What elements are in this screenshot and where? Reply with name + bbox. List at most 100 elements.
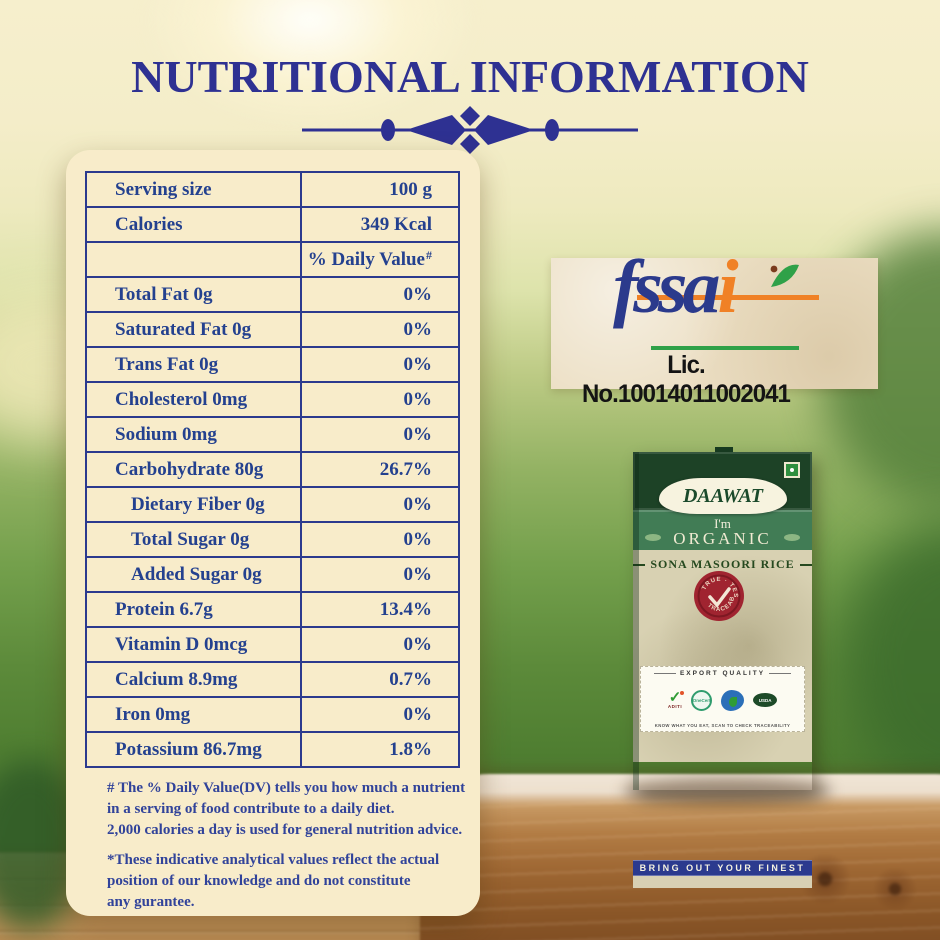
table-row: Vitamin D 0mcg 0%: [87, 626, 458, 661]
rice-package: DAAWAT I'm ORGANIC SONA MASOORI RICE TRU…: [633, 447, 812, 888]
nutrient-label: Added Sugar 0g: [87, 558, 302, 591]
nutrient-label: Potassium 86.7mg: [87, 733, 302, 766]
aditi-check-icon: ✓: [668, 689, 684, 706]
nutrient-label: Iron 0mg: [87, 698, 302, 731]
certification-logos: ✓ ADITI OneCert USDA: [667, 689, 778, 711]
usda-organic-cert-icon: USDA: [753, 693, 778, 707]
fssai-logo: fssai: [613, 232, 739, 342]
nutrient-value: 0%: [403, 528, 433, 550]
table-row: Iron 0mg 0%: [87, 696, 458, 731]
nutrient-label: Serving size: [87, 173, 302, 206]
nutrient-label: Protein 6.7g: [87, 593, 302, 626]
table-row: Trans Fat 0g 0%: [87, 346, 458, 381]
brand-slogan: BRING OUT YOUR FINEST: [639, 863, 806, 873]
table-row: Protein 6.7g 13.4%: [87, 591, 458, 626]
brand-slogan-band: BRING OUT YOUR FINEST: [633, 860, 812, 876]
wooden-serving-board: [420, 774, 940, 940]
package-top-tab: [715, 447, 733, 453]
nutrient-value: 13.4%: [379, 598, 432, 620]
footnote-disclaimer: *These indicative analytical values refl…: [107, 850, 477, 913]
fssai-green-bar: [651, 346, 799, 350]
table-row: Added Sugar 0g 0%: [87, 556, 458, 591]
package-shadow: [622, 778, 832, 804]
traceability-note: KNOW WHAT YOU EAT, SCAN TO CHECK TRACEAB…: [654, 723, 791, 728]
organic-tagline-section: I'm ORGANIC: [633, 510, 812, 550]
ornamental-divider: [302, 106, 638, 154]
grain-icon: [784, 534, 800, 541]
nutrient-label: Total Fat 0g: [87, 278, 302, 311]
package-bottom-strip: [633, 876, 812, 888]
table-row: Serving size 100 g: [87, 173, 458, 206]
tagline-organic: ORGANIC: [673, 529, 772, 548]
fssai-license-box: fssai Lic. No.10014011002041: [551, 245, 878, 408]
fssai-word-i: i: [717, 245, 738, 329]
nutrient-value: 0%: [403, 283, 433, 305]
table-row: Dietary Fiber 0g 0%: [87, 486, 458, 521]
nutrient-label: Calories: [87, 208, 302, 241]
nutrient-value: 0%: [403, 633, 433, 655]
nutrient-value: 0%: [403, 318, 433, 340]
fssai-word-main: fssa: [613, 245, 720, 329]
nutrient-value: 0%: [403, 563, 433, 585]
aditi-cert-icon: ✓ ADITI: [667, 689, 684, 709]
footnote-line: position of our knowledge and do not con…: [107, 873, 411, 889]
nutrient-value: % Daily Value #: [307, 247, 432, 270]
table-row: Calories 349 Kcal: [87, 206, 458, 241]
nutrient-label: [87, 243, 302, 276]
nutrient-value: 0.7%: [389, 668, 432, 690]
nutrient-label: Sodium 0mg: [87, 418, 302, 451]
nutrient-label: Dietary Fiber 0g: [87, 488, 302, 521]
nutrient-value: 0%: [403, 353, 433, 375]
india-organic-cert-icon: [721, 689, 745, 711]
nutrient-label: Cholesterol 0mg: [87, 383, 302, 416]
footnote-line: in a serving of food contribute to a dai…: [107, 801, 395, 817]
aditi-cert-text: ADITI: [667, 704, 683, 709]
fssai-license-number: Lic. No.10014011002041: [582, 351, 791, 408]
table-row: Calcium 8.9mg 0.7%: [87, 661, 458, 696]
onecert-cert-icon: OneCert: [691, 689, 713, 711]
product-name: SONA MASOORI RICE: [633, 557, 812, 572]
nutrient-value: 0%: [403, 423, 433, 445]
footnote-line: *These indicative analytical values refl…: [107, 852, 440, 868]
grain-icon: [645, 534, 661, 541]
nutrition-table: Serving size 100 g Calories 349 Kcal % Daily…: [85, 171, 460, 768]
page-title: NUTRITIONAL INFORMATION: [131, 51, 809, 102]
brand-name: DAAWAT: [682, 484, 764, 507]
footnote-line: 2,000 calories a day is used for general…: [107, 822, 463, 838]
nutrient-label: Total Sugar 0g: [87, 523, 302, 556]
nutrient-value: 0%: [403, 493, 433, 515]
nutrient-label: Saturated Fat 0g: [87, 313, 302, 346]
fssai-orange-bar: [637, 295, 819, 300]
export-quality-text: EXPORT QUALITY: [679, 670, 766, 677]
nutrient-label: Carbohydrate 80g: [87, 453, 302, 486]
table-row: Potassium 86.7mg 1.8%: [87, 731, 458, 766]
nutrient-label: Calcium 8.9mg: [87, 663, 302, 696]
true-tested-traceable-seal: TRUE · TESTED TRACEABLE: [693, 570, 744, 621]
package-body: SONA MASOORI RICE TRUE · TESTED TRACEABL…: [633, 550, 812, 888]
organic-mark-icon: [784, 462, 800, 478]
table-row: Sodium 0mg 0%: [87, 416, 458, 451]
table-row: % Daily Value #: [87, 241, 458, 276]
nutrient-value: 26.7%: [379, 458, 432, 480]
footnote-line: # The % Daily Value(DV) tells you how mu…: [107, 780, 466, 796]
fssai-leaf-icon: [770, 264, 799, 287]
table-row: Total Sugar 0g 0%: [87, 521, 458, 556]
export-quality-label: EXPORT QUALITY ✓ ADITI OneCert USDA KNOW…: [640, 666, 805, 732]
table-row: Carbohydrate 80g 26.7%: [87, 451, 458, 486]
footnote-line: any gurantee.: [107, 894, 195, 910]
nutrient-value: 100 g: [389, 178, 432, 200]
table-row: Total Fat 0g 0%: [87, 276, 458, 311]
nutrient-value: 1.8%: [389, 738, 432, 760]
nutrient-value: 0%: [403, 703, 433, 725]
nutrient-label: Trans Fat 0g: [87, 348, 302, 381]
nutrient-label: Vitamin D 0mcg: [87, 628, 302, 661]
table-row: Cholesterol 0mg 0%: [87, 381, 458, 416]
nutrient-value: 0%: [403, 388, 433, 410]
nutrition-panel: Serving size 100 g Calories 349 Kcal % Daily…: [66, 150, 480, 916]
brand-banner: DAAWAT: [659, 478, 787, 514]
nutrient-value: 349 Kcal: [360, 213, 432, 235]
footnote-daily-value: # The % Daily Value(DV) tells you how mu…: [107, 778, 477, 841]
table-row: Saturated Fat 0g 0%: [87, 311, 458, 346]
tagline-im: I'm: [714, 516, 731, 531]
